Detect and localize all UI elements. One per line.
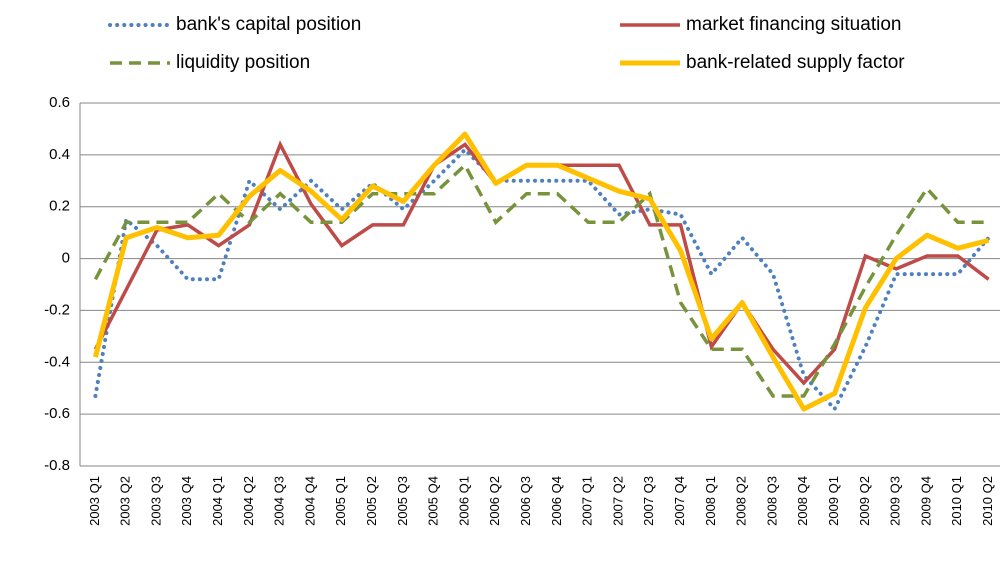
x-tick-label: 2003 Q2: [118, 476, 133, 526]
y-tick-label: 0.6: [49, 94, 70, 111]
x-tick-label: 2005 Q1: [333, 476, 348, 526]
y-tick-label: 0: [62, 250, 70, 267]
x-tick-label: 2010 Q1: [949, 476, 964, 526]
y-tick-label: -0.8: [44, 457, 70, 474]
x-tick-label: 2006 Q3: [518, 476, 533, 526]
x-tick-label: 2007 Q3: [641, 476, 656, 526]
x-tick-label: 2004 Q1: [210, 476, 225, 526]
x-tick-label: 2008 Q2: [734, 476, 749, 526]
series-line: [93, 146, 991, 413]
x-tick-label: 2005 Q4: [426, 476, 441, 526]
legend-label: liquidity position: [176, 52, 310, 73]
y-tick-label: -0.6: [44, 405, 70, 422]
x-tick-label: 2008 Q1: [703, 476, 718, 526]
x-tick-label: 2008 Q4: [795, 476, 810, 526]
x-tick-label: 2007 Q4: [672, 476, 687, 526]
x-tick-label: 2010 Q2: [980, 476, 995, 526]
x-tick-label: 2008 Q3: [764, 476, 779, 526]
legend-label: bank-related supply factor: [686, 52, 905, 73]
legend-label: market financing situation: [686, 14, 901, 35]
x-tick-label: 2004 Q2: [241, 476, 256, 526]
y-tick-label: 0.2: [49, 198, 70, 215]
x-tick-label: 2004 Q4: [302, 476, 317, 526]
series-line: [92, 131, 990, 412]
x-tick-label: 2007 Q1: [580, 476, 595, 526]
x-tick-label: 2003 Q1: [87, 476, 102, 526]
x-tick-label: 2007 Q2: [610, 476, 625, 526]
x-tick-label: 2005 Q3: [395, 476, 410, 526]
x-tick-label: 2009 Q2: [857, 476, 872, 526]
y-tick-label: -0.4: [44, 353, 70, 370]
legend-label: bank's capital position: [176, 14, 361, 35]
x-tick-label: 2006 Q2: [487, 476, 502, 526]
x-tick-label: 2009 Q3: [888, 476, 903, 526]
x-tick-label: 2006 Q1: [456, 476, 471, 526]
y-tick-label: 0.4: [49, 146, 70, 163]
x-tick-label: 2006 Q4: [549, 476, 564, 526]
x-tick-label: 2003 Q4: [179, 476, 194, 526]
x-tick-label: 2009 Q4: [918, 476, 933, 526]
x-tick-label: 2003 Q3: [148, 476, 163, 526]
x-tick-label: 2009 Q1: [826, 476, 841, 526]
y-tick-label: -0.2: [44, 301, 70, 318]
x-tick-label: 2004 Q3: [272, 476, 287, 526]
series-line: [93, 162, 989, 398]
x-tick-label: 2005 Q2: [364, 476, 379, 526]
